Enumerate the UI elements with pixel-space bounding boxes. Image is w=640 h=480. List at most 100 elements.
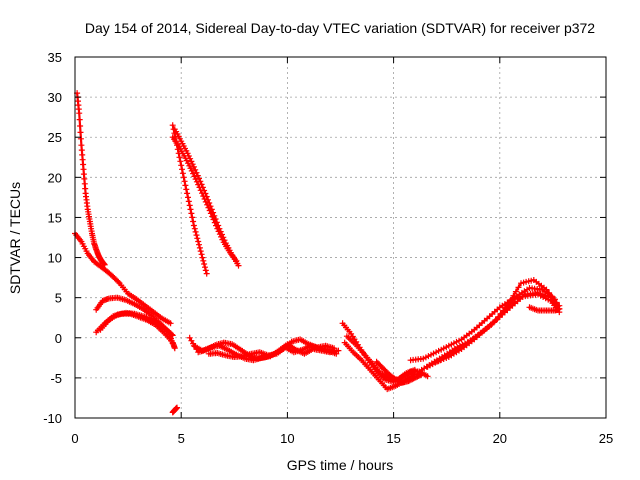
y-tick-label: 0: [55, 331, 62, 346]
grid: [75, 57, 606, 418]
data-point: [179, 166, 185, 173]
y-axis-label: SDTVAR / TECUs: [7, 182, 23, 294]
data-point: [511, 296, 518, 303]
data-point: [187, 206, 194, 213]
data-point: [192, 166, 199, 173]
y-tick-label: 35: [48, 50, 62, 65]
y-tick-label: 20: [48, 170, 62, 185]
data-point: [199, 254, 206, 261]
data-point: [201, 196, 208, 202]
data-point: [193, 232, 200, 239]
data-series: [97, 309, 176, 339]
y-tick-label: 25: [48, 130, 62, 145]
data-point: [192, 228, 199, 235]
data-series: [205, 342, 340, 360]
data-point: [182, 182, 189, 189]
data-point: [115, 278, 122, 285]
data-point: [191, 173, 198, 180]
data-point: [198, 251, 205, 258]
data-point: [186, 202, 193, 209]
data-point: [171, 345, 178, 352]
data-series: [72, 230, 174, 327]
data-point: [190, 218, 197, 225]
data-point: [195, 181, 202, 188]
data-point: [196, 241, 202, 248]
data-point: [540, 291, 547, 298]
data-point: [188, 158, 195, 165]
data-point: [235, 262, 242, 269]
plot-frame: [74, 56, 607, 419]
x-tick-label: 25: [599, 431, 613, 446]
data-point: [181, 178, 188, 185]
series-line: [73, 232, 172, 325]
x-tick-label: 20: [493, 431, 507, 446]
data-series: [373, 358, 425, 386]
data-point: [197, 248, 204, 255]
data-point: [215, 228, 222, 235]
data-point: [203, 270, 210, 277]
data-point: [77, 129, 84, 136]
data-point: [174, 404, 180, 411]
data-point: [169, 122, 176, 129]
y-tick-label: -10: [43, 411, 62, 426]
data-point: [508, 299, 515, 306]
data-point: [189, 214, 196, 221]
data-point: [77, 123, 84, 129]
data-point: [197, 187, 204, 194]
data-series: [343, 333, 418, 383]
data-point: [207, 210, 214, 217]
data-point: [176, 154, 183, 161]
data-point: [194, 235, 201, 242]
data-point: [515, 284, 522, 291]
data-series: [171, 126, 242, 269]
data-point: [335, 347, 342, 354]
data-point: [189, 161, 196, 168]
data-point: [167, 320, 174, 327]
data-point: [188, 210, 195, 217]
data-point: [178, 162, 185, 169]
y-tick-label: 10: [48, 251, 62, 266]
data-point: [219, 236, 226, 243]
y-tick-label: 5: [55, 291, 62, 306]
data-series: [526, 304, 563, 314]
data-point: [218, 233, 225, 240]
data-point: [188, 167, 195, 174]
data-point: [424, 373, 431, 380]
data-point: [76, 116, 83, 123]
data-point: [183, 186, 190, 193]
data-point: [200, 257, 207, 264]
data-point: [213, 222, 219, 229]
data-point: [233, 257, 240, 264]
series-layer: [72, 90, 563, 416]
data-point: [202, 198, 209, 205]
data-point: [200, 193, 207, 200]
data-point: [206, 207, 213, 214]
data-point: [199, 190, 205, 197]
data-point: [179, 170, 186, 177]
data-point: [201, 261, 208, 267]
data-point: [76, 110, 83, 117]
y-tick-labels: -10 -5 0 5 10 15 20 25 30 35: [43, 50, 62, 426]
data-point: [180, 174, 187, 181]
data-point: [169, 332, 176, 339]
data-point: [185, 198, 192, 205]
data-point: [191, 225, 198, 232]
x-tick-label: 15: [386, 431, 400, 446]
data-point: [184, 190, 191, 197]
data-point: [209, 213, 216, 220]
data-point: [77, 135, 84, 142]
data-point: [214, 225, 221, 232]
data-point: [192, 176, 199, 183]
axis-ticks: [74, 56, 607, 419]
data-series: [169, 134, 240, 264]
data-point: [190, 222, 197, 229]
data-point: [190, 170, 197, 177]
data-series: [74, 90, 108, 268]
data-series: [433, 289, 563, 365]
x-tick-label: 0: [71, 431, 78, 446]
data-point: [556, 305, 563, 312]
data-point: [204, 201, 211, 208]
data-series: [169, 404, 180, 416]
data-point: [411, 366, 418, 373]
chart-title: Day 154 of 2014, Sidereal Day-to-day VTE…: [85, 20, 595, 36]
